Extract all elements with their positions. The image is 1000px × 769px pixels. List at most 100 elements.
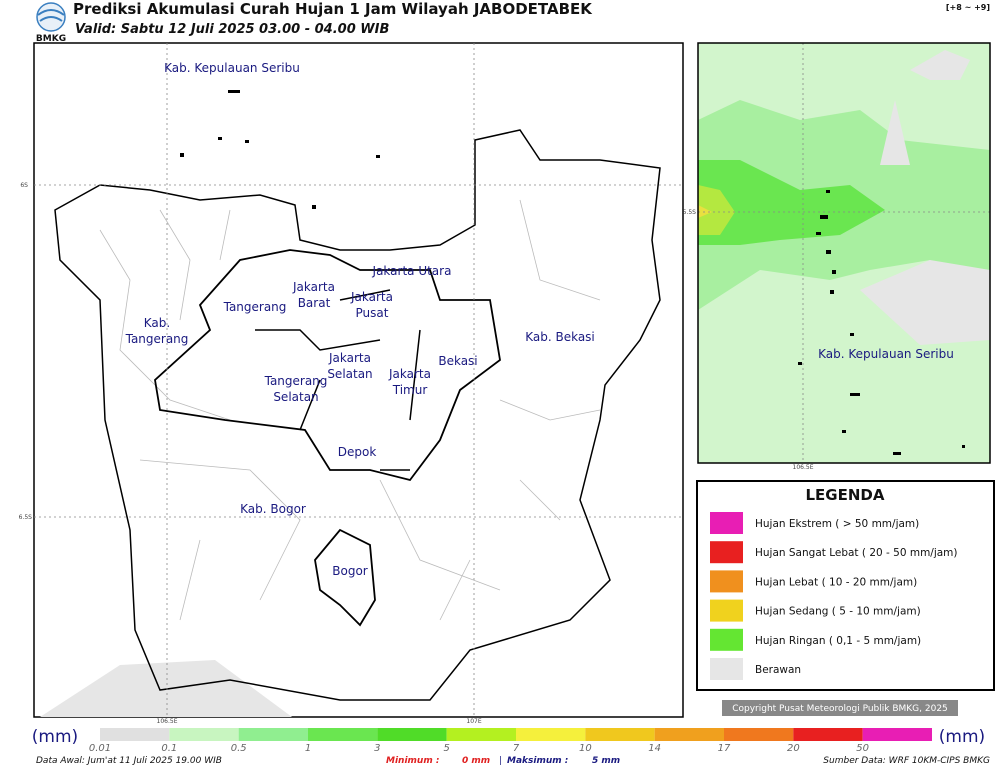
lon-label: 107E <box>466 718 481 725</box>
colorbar-tick-label: 17 <box>718 743 731 754</box>
lon-label: 106.5E <box>157 718 178 725</box>
region-label: Kab. Bekasi <box>525 330 595 344</box>
colorbar-tick-label: 7 <box>513 743 520 754</box>
legend-label: Hujan Ekstrem ( > 50 mm/jam) <box>755 518 919 530</box>
region-label: Tangerang Selatan <box>264 374 328 404</box>
colorbar-step <box>724 728 794 741</box>
legend-swatch <box>710 628 743 651</box>
region-label-line: Pusat <box>356 306 389 320</box>
region-label: Jakarta Utara <box>372 264 452 278</box>
colorbar-tick-label: 5 <box>443 743 449 754</box>
region-label-line: Jakarta <box>292 280 335 294</box>
lon-label: 106.5E <box>793 464 814 471</box>
region-label: Jakarta Pusat <box>350 290 393 320</box>
legend-items: Hujan Ekstrem ( > 50 mm/jam) Hujan Sangat… <box>710 512 958 680</box>
legend-label: Berawan <box>755 664 801 676</box>
region-label-line: Jakarta Utara <box>372 264 452 278</box>
colorbar-tick-label: 50 <box>856 743 869 754</box>
region-label-line: Tangerang <box>264 374 328 388</box>
region-label: Bogor <box>332 564 368 578</box>
region-label-line: Jakarta <box>328 351 371 365</box>
region-label-line: Kab. Bogor <box>240 502 306 516</box>
region-label-line: Depok <box>338 445 377 459</box>
legend-swatch <box>710 599 743 622</box>
title: Prediksi Akumulasi Curah Hujan 1 Jam Wil… <box>73 0 593 18</box>
colorbar-step <box>585 728 655 741</box>
colorbar-tick-label: 10 <box>579 743 592 754</box>
region-label-line: Bekasi <box>438 354 477 368</box>
separator: | <box>499 756 502 766</box>
lat-label: 6.5S <box>19 514 33 521</box>
region-label-line: Selatan <box>273 390 318 404</box>
minimum: 0 mm <box>462 756 490 766</box>
region-label: Kab. Kepulauan Seribu <box>164 61 300 75</box>
colorbar-step <box>100 728 170 741</box>
region-label: Jakarta Timur <box>388 367 431 397</box>
legend-swatch <box>710 541 743 564</box>
logo: BMKG <box>36 2 66 44</box>
colorbar-unit: (mm) <box>32 727 78 747</box>
region-label-line: Bogor <box>332 564 368 578</box>
region-label: Jakarta Selatan <box>327 351 372 381</box>
minimum-label: Minimum : <box>386 756 439 766</box>
colorbar-tick-label: 1 <box>305 743 311 754</box>
region-label: Kab. Bogor <box>240 502 306 516</box>
region-label-line: Kab. Kepulauan Seribu <box>164 61 300 75</box>
main-map: 6S 6.5S 106.5E 107E <box>19 42 684 725</box>
colorbar-step <box>654 728 724 741</box>
region-label: Bekasi <box>438 354 477 368</box>
region-label-line: Timur <box>392 383 428 397</box>
badge: [+8 ~ +9] <box>946 3 990 12</box>
colorbar-step <box>238 728 308 741</box>
colorbar-step <box>862 728 932 741</box>
data-awal: Data Awal: Jum'at 11 Juli 2025 19.00 WIB <box>36 756 222 766</box>
region-label-line: Jakarta <box>350 290 393 304</box>
region-label-line: Kab. <box>144 316 170 330</box>
legend-label: Hujan Lebat ( 10 - 20 mm/jam) <box>755 576 917 588</box>
legend-title: LEGENDA <box>806 486 885 504</box>
lat-label: 5.5S <box>683 209 697 216</box>
colorbar-tick-label: 0.1 <box>161 743 177 754</box>
copyright-box <box>722 700 958 716</box>
legend-box <box>696 480 995 691</box>
inset-label: Kab. Kepulauan Seribu <box>818 347 954 361</box>
region-label: Jakarta Barat <box>292 280 335 310</box>
lat-label: 6S <box>20 182 28 189</box>
source: Sumber Data: WRF 10KM-CIPS BMKG <box>823 756 990 766</box>
region-label: Depok <box>338 445 377 459</box>
logo-text: BMKG <box>36 34 66 44</box>
legend-label: Hujan Sangat Lebat ( 20 - 50 mm/jam) <box>755 547 958 559</box>
colorbar-tick-label: 14 <box>648 743 661 754</box>
region-label-line: Tangerang <box>125 332 189 346</box>
legend-swatch <box>710 658 743 680</box>
maksimum: 5 mm <box>592 756 620 766</box>
valid-time: Valid: Sabtu 12 Juli 2025 03.00 - 04.00 … <box>75 22 389 37</box>
colorbar-unit: (mm) <box>939 727 985 747</box>
region-label-line: Tangerang <box>223 300 287 314</box>
region-label: Kab. Tangerang <box>125 316 189 346</box>
colorbar-step <box>308 728 378 741</box>
region-label-line: Barat <box>298 296 331 310</box>
colorbar-step <box>377 728 447 741</box>
legend-label: Hujan Ringan ( 0,1 - 5 mm/jam) <box>755 635 921 647</box>
colorbar-step <box>446 728 516 741</box>
region-label-line: Jakarta <box>388 367 431 381</box>
colorbar-tick-label: 0.5 <box>231 743 247 754</box>
colorbar-step <box>793 728 863 741</box>
region-label-line: Kab. Bekasi <box>525 330 595 344</box>
colorbar-tick-label: 20 <box>787 743 800 754</box>
colorbar-step <box>516 728 586 741</box>
region-label-line: Selatan <box>327 367 372 381</box>
colorbar-tick-label: 3 <box>374 743 380 754</box>
inset-map: Kab. Kepulauan Seribu 5.5S 106.5E <box>683 42 991 471</box>
colorbar: 0.01 0.1 0.5 1 3 5 7 10 14 17 20 50 <box>89 728 932 754</box>
region-label: Tangerang <box>223 300 287 314</box>
colorbar-step <box>169 728 239 741</box>
map-labels: Kab. Kepulauan Seribu Jakarta Utara Jakart… <box>125 61 595 578</box>
maksimum-label: Maksimum : <box>507 756 568 766</box>
legend-swatch <box>710 512 743 534</box>
legend-label: Hujan Sedang ( 5 - 10 mm/jam) <box>755 606 921 618</box>
copyright: Copyright Pusat Meteorologi Publik BMKG,… <box>732 704 948 714</box>
legend-swatch <box>710 570 743 593</box>
